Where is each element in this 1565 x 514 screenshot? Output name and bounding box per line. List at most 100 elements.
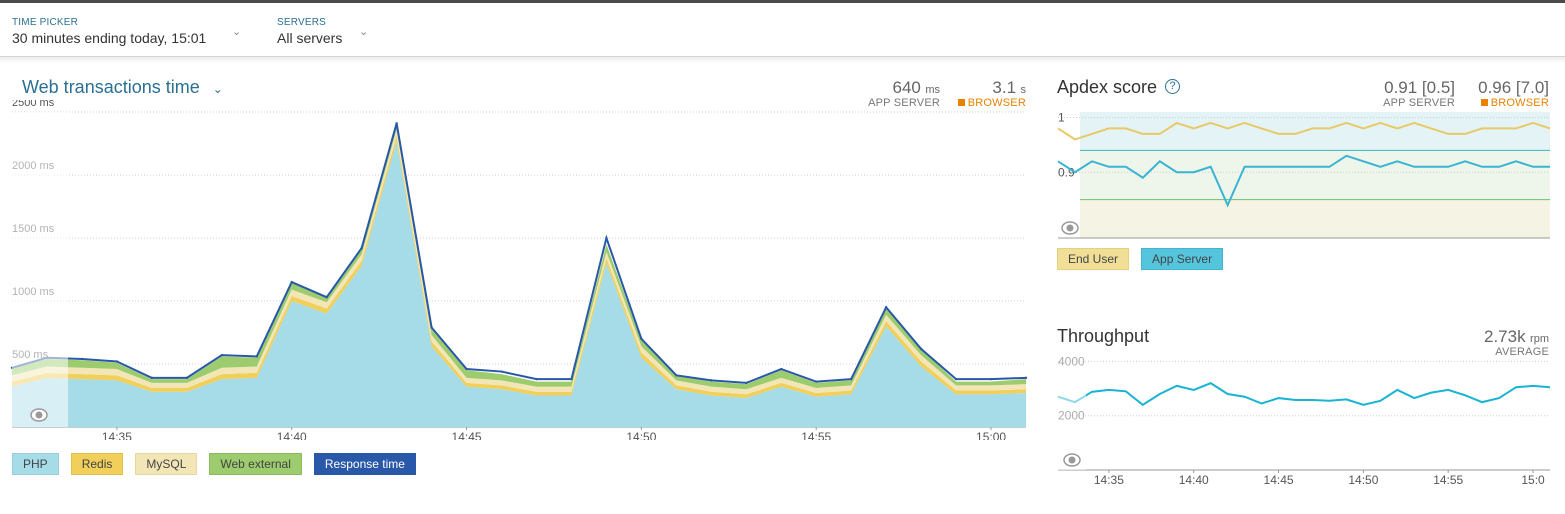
chevron-down-icon: ⌄	[359, 26, 369, 38]
series-line-response-time	[11, 123, 1027, 384]
series-area-web-external	[12, 124, 1026, 390]
data-point	[535, 377, 538, 381]
data-point	[150, 376, 154, 380]
help-icon[interactable]: ?	[1165, 79, 1180, 94]
apdex-browser-metric: 0.96 [7.0] BROWSER	[1460, 78, 1549, 109]
data-point	[360, 246, 363, 250]
web-transactions-chart[interactable]: 500 ms1000 ms1500 ms2000 ms2500 ms14:351…	[0, 100, 1040, 440]
data-point	[605, 236, 608, 240]
x-tick-label: 14:45	[452, 430, 482, 440]
x-tick-label: 14:35	[102, 430, 132, 440]
data-point	[675, 374, 678, 377]
data-point	[745, 381, 748, 385]
data-point	[849, 377, 853, 381]
eye-icon[interactable]	[30, 408, 48, 422]
x-tick-label: 14:50	[1348, 473, 1378, 487]
wtt-legend-item[interactable]: PHP	[12, 453, 59, 475]
browser-unit: s	[1020, 84, 1027, 96]
y-tick-label: 1	[1058, 110, 1065, 124]
apdex-browser-caption-wrap: BROWSER	[1460, 97, 1549, 109]
apdex-legend-item[interactable]: End User	[1057, 248, 1130, 270]
data-point	[220, 353, 223, 357]
eye-icon-pupil	[1066, 224, 1074, 232]
eye-icon[interactable]	[1061, 221, 1079, 235]
browser-caption-wrap: BROWSER	[946, 97, 1026, 109]
apdex-title: Apdex score	[1057, 77, 1158, 97]
apdex-app-server-caption: APP SERVER	[1383, 97, 1455, 109]
chevron-down-icon: ⌄	[212, 82, 223, 96]
series-area-php	[12, 140, 1026, 428]
data-point	[255, 355, 258, 358]
chevron-down-icon: ⌄	[232, 26, 242, 38]
data-point	[710, 379, 713, 382]
toolbar: TIME PICKER 30 minutes ending today, 15:…	[0, 3, 1565, 57]
data-point	[500, 370, 503, 373]
data-point	[815, 380, 818, 383]
data-point	[640, 337, 643, 340]
data-point	[115, 360, 119, 363]
apdex-browser-caption: BROWSER	[1490, 97, 1549, 109]
partial-data-overlay	[1058, 356, 1086, 470]
throughput-metric: 2.73k rpm AVERAGE	[1430, 327, 1549, 358]
throughput-caption: AVERAGE	[1495, 346, 1549, 358]
apdex-app-server-value: 0.91 [0.5]	[1384, 78, 1455, 97]
wtt-legend-item[interactable]: Response time	[313, 453, 416, 475]
data-point	[80, 357, 84, 361]
web-transactions-title[interactable]: Web transactions time ⌄	[22, 77, 223, 98]
partial-data-overlay	[12, 112, 68, 427]
web-transactions-title-text: Web transactions time	[22, 77, 200, 97]
x-tick-label: 14:35	[1094, 473, 1124, 487]
time-picker[interactable]: TIME PICKER 30 minutes ending today, 15:…	[12, 17, 247, 46]
browser-square-icon	[957, 99, 965, 106]
servers-label: SERVERS	[277, 17, 327, 28]
web-transactions-legend: PHP Redis MySQL Web external Response time	[12, 453, 416, 475]
frustrated-band	[1080, 199, 1550, 238]
time-picker-label: TIME PICKER	[12, 17, 79, 28]
data-point	[395, 122, 398, 125]
x-tick-label: 14:55	[1433, 473, 1463, 487]
data-point	[989, 377, 993, 381]
top-border	[0, 0, 1565, 3]
apdex-browser-value: 0.96 [7.0]	[1478, 78, 1549, 97]
app-server-value: 640	[892, 78, 921, 97]
data-point	[1024, 376, 1028, 380]
wtt-legend-item[interactable]: Web external	[209, 453, 302, 475]
servers-value: All servers	[277, 30, 343, 46]
data-point	[465, 367, 468, 371]
y-tick-label: 2500 ms	[12, 100, 55, 109]
app-server-metric: 640 ms APP SERVER	[850, 78, 940, 109]
wtt-legend-item[interactable]: MySQL	[135, 453, 198, 475]
toolbar-shadow	[0, 57, 1565, 63]
data-point	[290, 280, 293, 284]
eye-icon-pupil	[1068, 456, 1076, 464]
apdex-legend: End User App Server	[1057, 248, 1224, 270]
eye-icon-pupil	[35, 411, 43, 419]
data-point	[325, 296, 328, 299]
x-tick-label: 14:40	[1179, 473, 1209, 487]
tolerating-band	[1080, 150, 1550, 200]
data-point	[430, 326, 433, 329]
apdex-app-server-metric: 0.91 [0.5] APP SERVER	[1330, 78, 1455, 109]
throughput-value: 2.73k	[1484, 327, 1526, 346]
throughput-unit: rpm	[1530, 333, 1549, 345]
eye-icon[interactable]	[1063, 453, 1081, 467]
throughput-title: Throughput	[1057, 326, 1150, 346]
x-tick-label: 14:55	[801, 430, 831, 440]
series-line-end-user	[1057, 121, 1551, 141]
wtt-legend-item[interactable]: Redis	[70, 453, 124, 475]
apdex-legend-item[interactable]: App Server	[1141, 248, 1224, 270]
browser-metric: 3.1 s BROWSER	[946, 78, 1026, 109]
data-point	[780, 367, 783, 371]
apdex-chart[interactable]: 0.91	[1050, 100, 1560, 245]
servers-picker[interactable]: SERVERS All servers ⌄	[277, 17, 377, 46]
x-tick-label: 15:00	[976, 430, 1006, 440]
x-tick-label: 14:40	[277, 430, 307, 440]
series-line-app-server	[1057, 154, 1550, 208]
satisfied-band	[1080, 112, 1550, 151]
browser-caption: BROWSER	[967, 97, 1026, 109]
browser-value: 3.1	[992, 78, 1017, 97]
data-point	[954, 377, 958, 381]
data-point	[884, 306, 888, 309]
time-picker-value: 30 minutes ending today, 15:01	[12, 30, 207, 46]
